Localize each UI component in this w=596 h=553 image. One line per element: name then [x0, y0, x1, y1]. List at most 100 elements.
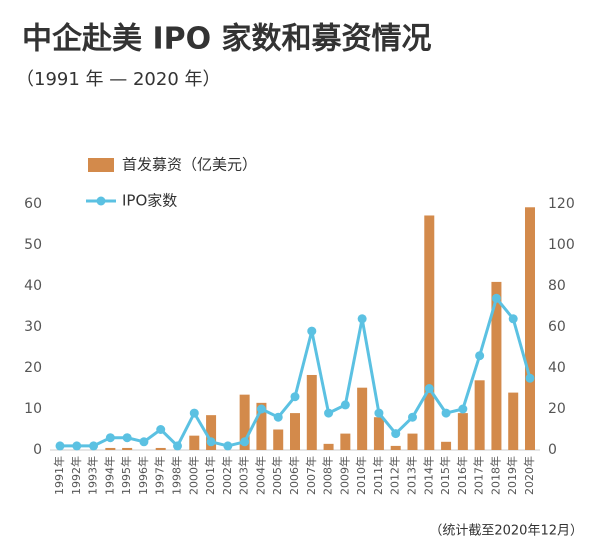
y-tick-label: 0: [33, 442, 42, 458]
x-tick-label: 2004年: [253, 456, 267, 495]
x-tick-label: 1991年: [52, 456, 66, 495]
point: [206, 437, 216, 447]
x-tick-label: 2020年: [522, 456, 536, 495]
bar: [457, 413, 468, 450]
point: [441, 408, 451, 418]
point: [391, 429, 401, 439]
bar: [290, 413, 300, 450]
y2-tick-label: 80: [548, 278, 566, 294]
point: [491, 293, 501, 303]
point: [408, 412, 417, 422]
legend-label: IPO家数: [122, 192, 177, 210]
point: [374, 408, 384, 418]
y2-tick-label: 100: [548, 237, 575, 253]
bar: [390, 445, 401, 450]
y-tick-label: 30: [24, 319, 42, 335]
x-tick-label: 2008年: [321, 456, 335, 495]
x-tick-label: 2006年: [287, 456, 301, 495]
point: [340, 400, 350, 410]
x-tick-label: 2000年: [186, 456, 200, 495]
bar: [373, 417, 384, 450]
point: [273, 412, 283, 422]
point: [122, 433, 132, 443]
bar: [256, 402, 267, 450]
y-tick-label: 40: [24, 278, 42, 294]
point: [240, 437, 250, 447]
x-tick-label: 2002年: [220, 456, 234, 495]
point: [424, 384, 434, 393]
bar: [323, 443, 334, 450]
point: [55, 441, 65, 451]
y-tick-label: 20: [24, 360, 42, 376]
x-tick-label: 2015年: [438, 456, 452, 495]
point: [139, 437, 149, 447]
x-tick-label: 1993年: [86, 456, 100, 495]
point: [256, 404, 266, 414]
point: [173, 441, 182, 451]
bar: [306, 374, 317, 450]
point: [307, 326, 317, 336]
point: [89, 441, 99, 451]
legend-swatch: [96, 196, 106, 206]
bar: [189, 435, 200, 450]
note: （统计截至2020年12月）: [429, 524, 583, 539]
x-tick-label: 2005年: [270, 456, 284, 495]
point: [525, 373, 535, 383]
point: [105, 433, 115, 443]
point: [357, 314, 367, 324]
y-tick-label: 50: [24, 237, 42, 253]
chart-title: 中企赴美 IPO 家数和募资情况: [22, 22, 432, 57]
x-tick-label: 2017年: [472, 456, 486, 495]
y2-tick-label: 20: [548, 401, 566, 417]
x-tick-label: 2018年: [488, 456, 502, 495]
x-tick-label: 2009年: [337, 456, 351, 495]
x-tick-label: 2013年: [405, 456, 419, 495]
x-tick-label: 2007年: [304, 456, 318, 495]
point: [290, 392, 300, 402]
point: [475, 351, 485, 361]
y2-tick-label: 60: [548, 319, 566, 335]
y2-tick-label: 40: [548, 360, 566, 376]
point: [72, 441, 82, 451]
x-tick-label: 2001年: [203, 456, 217, 495]
x-tick-label: 2019年: [505, 456, 519, 495]
bar: [105, 447, 116, 450]
legend-swatch: [88, 158, 114, 172]
bar: [525, 207, 535, 450]
point: [223, 441, 233, 451]
bar: [340, 433, 351, 450]
bar: [122, 447, 133, 450]
x-tick-label: 2016年: [455, 456, 469, 495]
x-tick-label: 1998年: [170, 456, 184, 495]
y2-tick-label: 120: [548, 196, 575, 212]
point: [156, 425, 166, 434]
bar: [491, 281, 502, 450]
y-tick-label: 60: [24, 196, 42, 212]
bar: [424, 215, 435, 450]
x-tick-label: 2003年: [237, 456, 251, 495]
bar: [155, 447, 166, 450]
x-tick-label: 1995年: [119, 456, 133, 495]
y2-tick-label: 0: [548, 442, 557, 458]
bar: [239, 394, 250, 450]
bar: [273, 429, 284, 450]
x-tick-label: 2011年: [371, 456, 385, 495]
legend-label: 首发募资（亿美元）: [122, 156, 257, 174]
bar: [357, 387, 368, 450]
x-tick-label: 2014年: [421, 456, 435, 495]
bar: [441, 441, 452, 450]
chart-subtitle: （1991 年 — 2020 年）: [16, 69, 221, 90]
x-tick-label: 1994年: [102, 456, 116, 495]
point: [324, 408, 334, 418]
point: [458, 404, 468, 414]
x-tick-label: 1997年: [153, 456, 167, 495]
x-tick-label: 2012年: [388, 456, 402, 495]
x-tick-label: 2010年: [354, 456, 368, 495]
bar: [407, 433, 418, 450]
point: [189, 408, 199, 418]
bar: [474, 380, 485, 450]
bar: [206, 415, 217, 450]
x-tick-label: 1992年: [69, 456, 83, 495]
point: [508, 314, 518, 324]
